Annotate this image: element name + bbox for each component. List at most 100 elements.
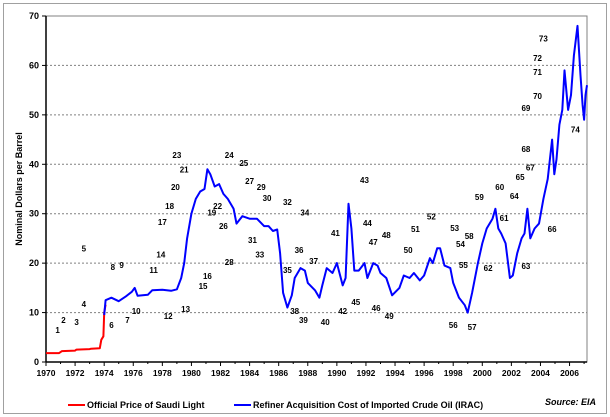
- annotation-label: 31: [248, 236, 257, 245]
- annotation-label: 56: [449, 321, 458, 330]
- annotation-label: 58: [465, 232, 474, 241]
- source-note: Source: EIA: [545, 397, 596, 407]
- y-axis-label: Nominal Dollars per Barrel: [14, 132, 24, 246]
- annotation-label: 17: [158, 218, 167, 227]
- annotation-label: 16: [203, 272, 212, 281]
- series-line-saudi-light: [46, 304, 107, 355]
- annotation-label: 25: [239, 159, 248, 168]
- annotation-label: 70: [533, 92, 542, 101]
- annotation-label: 18: [165, 202, 174, 211]
- annotation-label: 62: [484, 264, 493, 273]
- y-tick-label: 40: [29, 159, 39, 169]
- annotation-label: 49: [385, 312, 394, 321]
- annotation-label: 13: [181, 305, 190, 314]
- x-tick-label: 1986: [269, 368, 288, 378]
- x-tick-label: 1982: [211, 368, 230, 378]
- series-line-irac: [103, 24, 588, 316]
- annotation-label: 26: [219, 222, 228, 231]
- annotation-label: 33: [255, 251, 264, 260]
- annotation-label: 71: [533, 68, 542, 77]
- annotation-label: 74: [571, 126, 580, 135]
- legend-label: Official Price of Saudi Light: [87, 400, 205, 410]
- x-tick-label: 1994: [386, 368, 405, 378]
- x-tick-label: 1984: [240, 368, 259, 378]
- annotation-label: 29: [257, 183, 266, 192]
- y-tick-label: 20: [29, 258, 39, 268]
- annotation-label: 60: [495, 183, 504, 192]
- annotation-label: 46: [372, 304, 381, 313]
- annotation-label: 1: [55, 326, 60, 335]
- annotation-label: 20: [171, 183, 180, 192]
- annotation-label: 6: [109, 321, 114, 330]
- annotation-label: 41: [331, 229, 340, 238]
- annotation-label: 55: [459, 261, 468, 270]
- annotation-label: 43: [360, 176, 369, 185]
- annotation-label: 47: [369, 238, 378, 247]
- annotation-label: 65: [516, 173, 525, 182]
- x-tick-label: 1970: [37, 368, 56, 378]
- annotation-label: 10: [132, 307, 141, 316]
- annotation-label: 59: [475, 193, 484, 202]
- annotation-label: 42: [338, 307, 347, 316]
- annotation-label: 38: [290, 307, 299, 316]
- annotation-label: 8: [111, 263, 116, 272]
- annotation-label: 4: [82, 300, 87, 309]
- y-tick-label: 30: [29, 209, 39, 219]
- annotation-label: 32: [283, 198, 292, 207]
- annotation-label: 69: [521, 104, 530, 113]
- annotation-label: 30: [263, 194, 272, 203]
- y-axis-ticks: 0 10 20 30 40 50 60 70: [29, 11, 46, 367]
- annotation-label: 57: [468, 323, 477, 332]
- annotation-label: 66: [548, 225, 557, 234]
- gridlines: [45, 15, 588, 363]
- x-tick-label: 2000: [473, 368, 492, 378]
- annotation-label: 15: [199, 282, 208, 291]
- annotation-label: 12: [164, 312, 173, 321]
- legend-label: Refiner Acquisition Cost of Imported Cru…: [253, 400, 483, 410]
- annotation-label: 19: [207, 209, 216, 218]
- annotation-label: 14: [156, 251, 165, 260]
- annotation-label: 21: [180, 166, 189, 175]
- annotation-label: 61: [500, 214, 509, 223]
- annotation-label: 53: [450, 224, 459, 233]
- annotation-label: 54: [456, 240, 465, 249]
- x-tick-label: 1972: [66, 368, 85, 378]
- annotation-label: 50: [404, 246, 413, 255]
- annotation-label: 73: [539, 35, 548, 44]
- annotation-label: 7: [125, 316, 130, 325]
- annotation-label: 36: [295, 246, 304, 255]
- x-tick-label: 2004: [531, 368, 550, 378]
- plot-area: [45, 15, 588, 363]
- annotation-label: 72: [533, 54, 542, 63]
- annotation-label: 37: [309, 257, 318, 266]
- annotation-label: 63: [521, 262, 530, 271]
- annotation-label: 40: [321, 318, 330, 327]
- annotation-label: 5: [82, 244, 87, 253]
- x-tick-label: 2002: [502, 368, 521, 378]
- annotation-label: 51: [411, 225, 420, 234]
- y-tick-label: 60: [29, 60, 39, 70]
- annotation-label: 68: [521, 145, 530, 154]
- annotation-label: 27: [245, 177, 254, 186]
- annotation-label: 24: [225, 151, 234, 160]
- annotation-label: 67: [526, 164, 535, 173]
- y-tick-label: 10: [29, 308, 39, 318]
- annotation-label: 45: [351, 298, 360, 307]
- x-tick-label: 1978: [153, 368, 172, 378]
- annotation-label: 3: [74, 318, 79, 327]
- y-tick-label: 70: [29, 11, 39, 21]
- series-lines: [46, 24, 588, 355]
- annotation-label: 11: [149, 266, 158, 275]
- x-tick-label: 1990: [327, 368, 346, 378]
- annotation-label: 64: [510, 192, 519, 201]
- y-tick-label: 50: [29, 110, 39, 120]
- annotation-label: 9: [119, 261, 124, 270]
- annotation-label: 39: [299, 316, 308, 325]
- y-tick-label: 0: [34, 357, 39, 367]
- x-tick-label: 1974: [95, 368, 114, 378]
- x-axis-ticks: 1970 1972 1974 1976 1978 1980 1982 1984 1986 1988…: [37, 362, 585, 378]
- annotation-label: 28: [225, 258, 234, 267]
- x-tick-label: 1996: [415, 368, 434, 378]
